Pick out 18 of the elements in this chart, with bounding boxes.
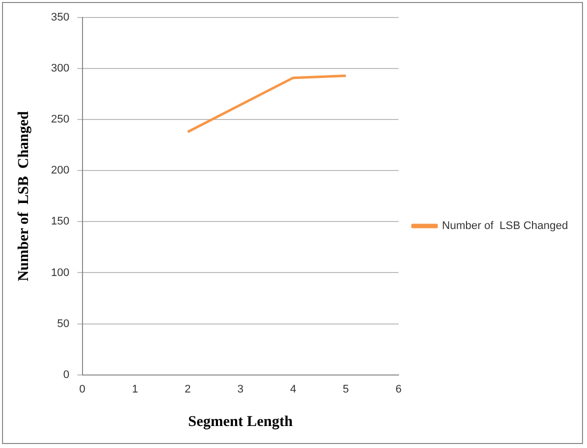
- y-tick-label: 200: [50, 164, 70, 177]
- y-tick-label: 50: [57, 318, 70, 330]
- x-axis-title: Segment Length: [188, 414, 294, 430]
- y-tick-label: 150: [50, 216, 70, 228]
- x-tick-label: 1: [132, 383, 138, 396]
- legend-label: Number of LSB Changed: [442, 220, 568, 232]
- y-tick-label: 250: [50, 114, 70, 126]
- x-tick-label: 3: [237, 383, 244, 396]
- y-axis-title: Number of LSB Changed: [16, 110, 32, 282]
- y-tick-label: 0: [63, 368, 70, 381]
- x-tick-label: 0: [79, 383, 86, 396]
- x-tick-label: 6: [395, 383, 402, 396]
- x-tick-label: 2: [184, 383, 191, 396]
- x-tick-label: 4: [290, 383, 296, 396]
- x-tick-label: 5: [342, 383, 349, 396]
- y-tick-label: 350: [50, 12, 70, 24]
- y-tick-label: 100: [50, 266, 70, 279]
- y-tick-label: 300: [50, 62, 70, 75]
